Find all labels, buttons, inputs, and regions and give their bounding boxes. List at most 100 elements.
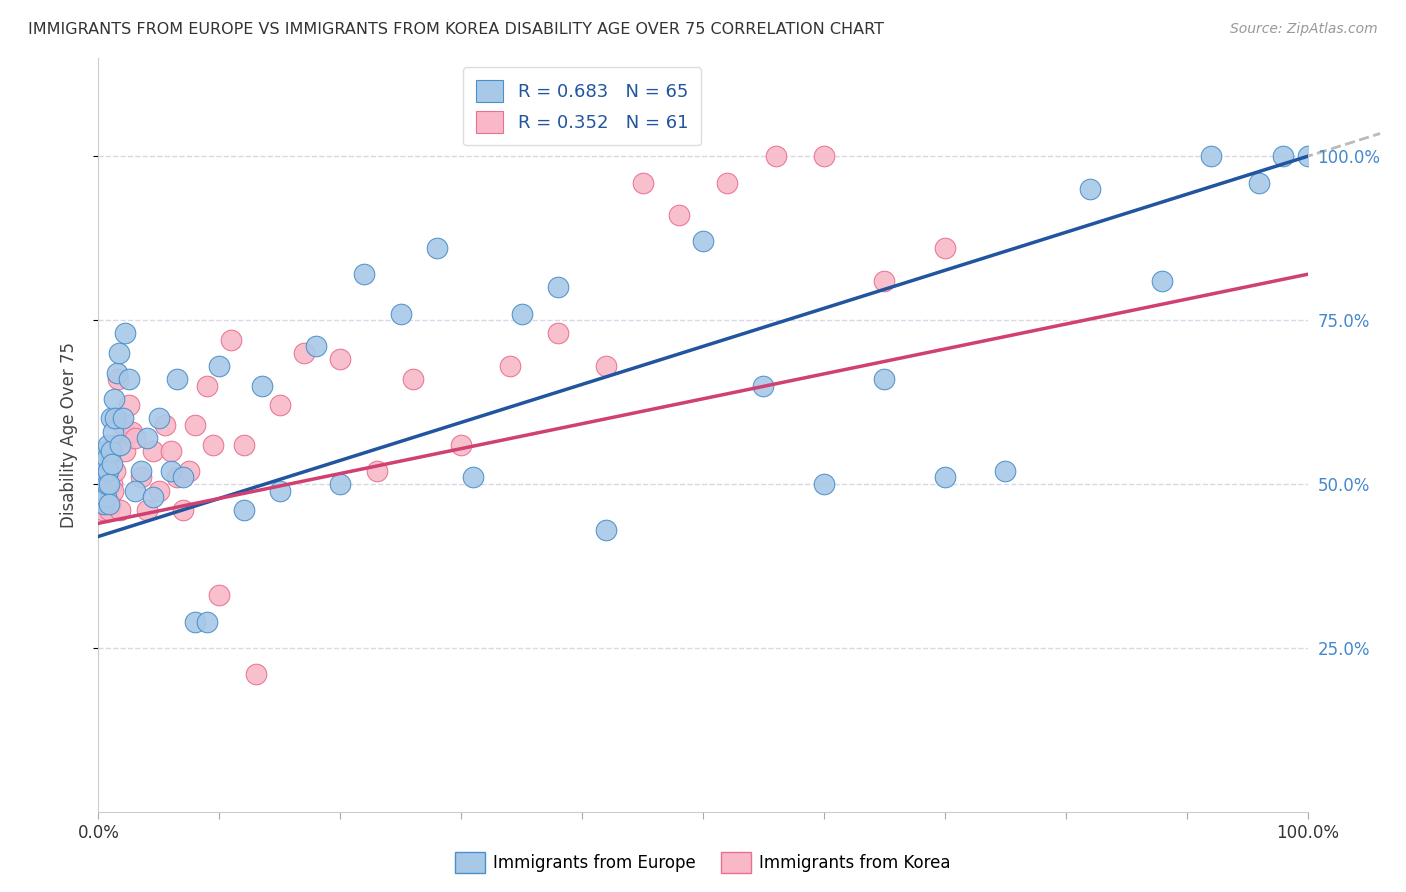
Point bbox=[1078, 182, 1101, 196]
Point bbox=[172, 503, 194, 517]
Point bbox=[114, 444, 136, 458]
Point bbox=[124, 483, 146, 498]
Point bbox=[105, 411, 128, 425]
Point bbox=[96, 477, 118, 491]
Point bbox=[595, 523, 617, 537]
Point bbox=[111, 417, 134, 432]
Point bbox=[148, 483, 170, 498]
Point bbox=[245, 667, 267, 681]
Point bbox=[813, 477, 835, 491]
Point bbox=[108, 503, 131, 517]
Point bbox=[93, 458, 115, 472]
Point bbox=[104, 464, 127, 478]
Point bbox=[97, 477, 120, 491]
Point bbox=[547, 280, 569, 294]
Point bbox=[195, 615, 218, 629]
Point bbox=[108, 346, 131, 360]
Point bbox=[94, 458, 117, 472]
Point bbox=[402, 372, 425, 386]
Point bbox=[96, 497, 118, 511]
Point bbox=[366, 464, 388, 478]
Point bbox=[202, 438, 225, 452]
Point bbox=[100, 411, 122, 425]
Point bbox=[98, 503, 121, 517]
Point bbox=[124, 431, 146, 445]
Y-axis label: Disability Age Over 75: Disability Age Over 75 bbox=[59, 342, 77, 528]
Point bbox=[91, 470, 114, 484]
Point bbox=[100, 458, 122, 472]
Point bbox=[97, 464, 120, 478]
Point bbox=[94, 483, 117, 498]
Point bbox=[90, 470, 112, 484]
Point bbox=[94, 470, 117, 484]
Point bbox=[498, 359, 520, 373]
Point bbox=[104, 411, 127, 425]
Point bbox=[631, 176, 654, 190]
Point bbox=[692, 235, 714, 249]
Point bbox=[97, 438, 120, 452]
Point bbox=[250, 378, 273, 392]
Point bbox=[232, 503, 254, 517]
Point bbox=[668, 208, 690, 222]
Point bbox=[148, 411, 170, 425]
Point bbox=[100, 477, 122, 491]
Point bbox=[91, 450, 114, 465]
Point bbox=[114, 326, 136, 341]
Point bbox=[121, 425, 143, 439]
Point bbox=[1199, 149, 1222, 163]
Point bbox=[166, 372, 188, 386]
Point bbox=[135, 503, 157, 517]
Point bbox=[107, 372, 129, 386]
Point bbox=[166, 470, 188, 484]
Point bbox=[160, 444, 183, 458]
Point bbox=[1152, 274, 1174, 288]
Point bbox=[91, 477, 114, 491]
Point bbox=[101, 425, 124, 439]
Point bbox=[93, 497, 115, 511]
Point bbox=[813, 149, 835, 163]
Point bbox=[752, 378, 775, 392]
Point bbox=[129, 464, 152, 478]
Point bbox=[994, 464, 1017, 478]
Point bbox=[160, 464, 183, 478]
Point bbox=[934, 470, 956, 484]
Point bbox=[94, 490, 117, 504]
Point bbox=[595, 359, 617, 373]
Point bbox=[100, 444, 122, 458]
Point bbox=[142, 490, 165, 504]
Legend: R = 0.683   N = 65, R = 0.352   N = 61: R = 0.683 N = 65, R = 0.352 N = 61 bbox=[464, 67, 700, 145]
Point bbox=[873, 274, 896, 288]
Point bbox=[129, 470, 152, 484]
Point bbox=[269, 398, 291, 412]
Point bbox=[329, 477, 352, 491]
Point bbox=[100, 497, 122, 511]
Point bbox=[389, 307, 412, 321]
Legend: Immigrants from Europe, Immigrants from Korea: Immigrants from Europe, Immigrants from … bbox=[449, 846, 957, 880]
Point bbox=[716, 176, 738, 190]
Point bbox=[118, 398, 141, 412]
Point bbox=[1272, 149, 1295, 163]
Point bbox=[93, 477, 115, 491]
Point bbox=[177, 464, 201, 478]
Point bbox=[98, 497, 121, 511]
Point bbox=[91, 490, 114, 504]
Point bbox=[765, 149, 787, 163]
Point bbox=[111, 411, 134, 425]
Point bbox=[98, 458, 121, 472]
Point bbox=[934, 241, 956, 255]
Point bbox=[195, 378, 218, 392]
Point bbox=[463, 470, 485, 484]
Point bbox=[105, 366, 128, 380]
Point bbox=[96, 470, 118, 484]
Point bbox=[269, 483, 291, 498]
Point bbox=[450, 438, 472, 452]
Point bbox=[108, 438, 131, 452]
Point bbox=[98, 477, 121, 491]
Point bbox=[232, 438, 254, 452]
Point bbox=[135, 431, 157, 445]
Point bbox=[547, 326, 569, 341]
Point bbox=[142, 444, 165, 458]
Point bbox=[89, 483, 111, 498]
Point bbox=[91, 458, 114, 472]
Point bbox=[353, 267, 375, 281]
